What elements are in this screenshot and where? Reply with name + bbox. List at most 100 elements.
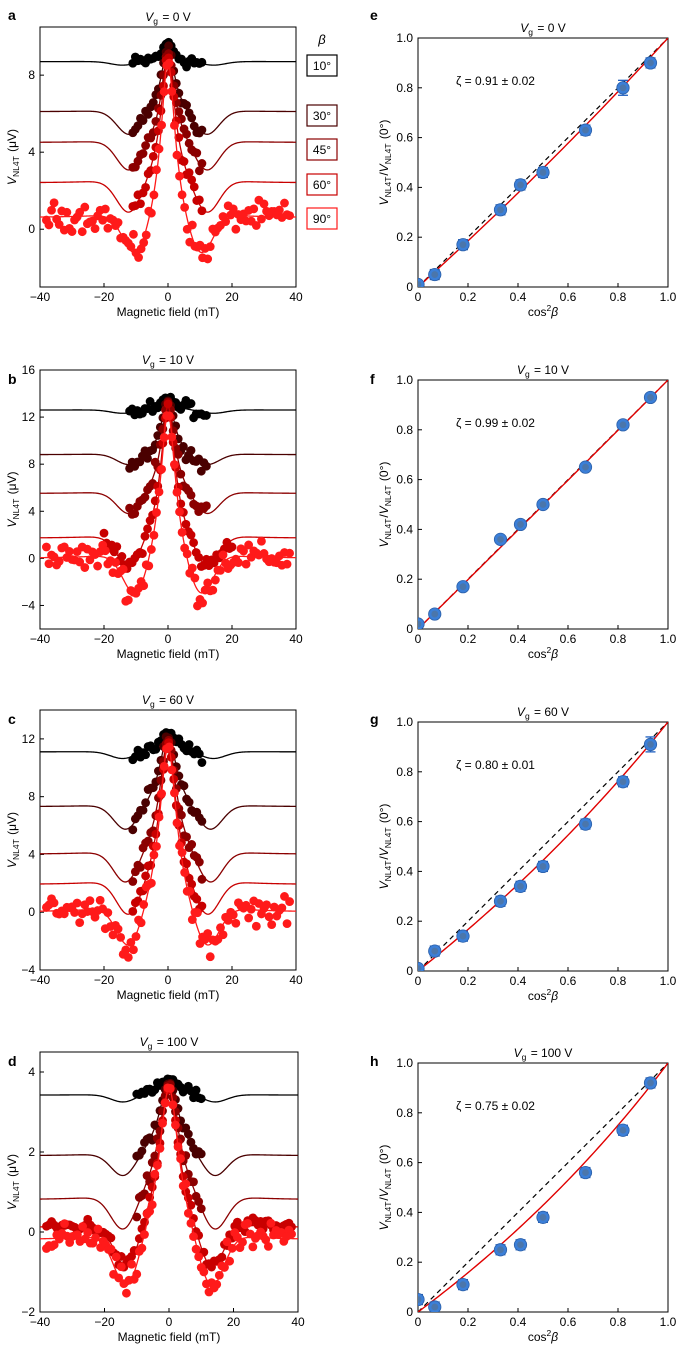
- panel-title: Vg = 100 V: [140, 1035, 199, 1051]
- data-point: [177, 527, 187, 537]
- data-point: [129, 229, 138, 239]
- data-point: [536, 859, 550, 874]
- legend-box: [306, 138, 338, 161]
- zeta-annotation: ζ = 0.75 ± 0.02: [456, 1099, 535, 1113]
- data-point: [103, 908, 113, 918]
- data-point: [168, 1100, 178, 1110]
- y-tick-label: 0: [28, 905, 35, 919]
- data-point: [220, 1263, 229, 1272]
- data-point: [244, 913, 254, 923]
- y-tick-label: 0: [28, 222, 35, 236]
- data-point: [171, 1120, 180, 1130]
- data-point: [643, 1076, 658, 1090]
- y-tick-label: 0.2: [396, 230, 413, 244]
- data-point: [154, 487, 164, 497]
- marker-core: [647, 394, 654, 401]
- data-point: [277, 903, 287, 913]
- data-point: [493, 894, 508, 908]
- marker-core: [619, 778, 627, 786]
- data-point: [171, 801, 181, 810]
- x-tick-label: 0.2: [460, 1315, 477, 1329]
- x-tick-label: 1.0: [660, 290, 677, 304]
- data-point: [157, 120, 167, 130]
- data-point: [456, 238, 470, 252]
- y-tick-label: 0.6: [396, 131, 413, 145]
- data-point: [197, 206, 207, 216]
- legend-entry: 90°: [306, 207, 338, 230]
- data-point: [266, 1218, 276, 1228]
- x-tick-label: 0: [415, 632, 422, 646]
- data-point: [140, 1230, 149, 1239]
- x-tick-label: 40: [289, 290, 303, 304]
- legend-box: [306, 54, 338, 77]
- data-point: [123, 952, 133, 962]
- data-point: [99, 528, 109, 538]
- y-tick-label: 8: [28, 68, 35, 82]
- data-point: [180, 202, 190, 212]
- data-point: [143, 453, 152, 463]
- series-90°: [40, 58, 296, 264]
- data-point: [177, 848, 187, 857]
- data-point: [126, 242, 136, 252]
- x-tick-label: −20: [94, 1315, 115, 1329]
- data-point: [251, 221, 261, 230]
- x-tick-label: −20: [94, 290, 115, 304]
- data-point: [177, 190, 187, 200]
- marker-core: [647, 741, 654, 748]
- data-point: [176, 469, 186, 479]
- x-tick-label: −40: [30, 290, 51, 304]
- data-point: [160, 1098, 170, 1108]
- y-tick-label: 0: [406, 622, 413, 636]
- data-point: [173, 449, 183, 459]
- panel-title: Vg = 0 V: [520, 21, 565, 37]
- data-point: [259, 199, 269, 209]
- data-point: [493, 1243, 508, 1257]
- data-point: [164, 742, 174, 752]
- data-point: [116, 1262, 126, 1272]
- data-point: [175, 171, 184, 181]
- panel-title: Vg = 0 V: [145, 10, 190, 26]
- x-tick-label: 0.2: [460, 632, 477, 646]
- data-point: [189, 1232, 198, 1241]
- data-point: [77, 227, 87, 237]
- data-point: [150, 1169, 160, 1179]
- y-tick-label: 12: [22, 410, 36, 424]
- data-point: [182, 549, 192, 559]
- data-point: [202, 411, 211, 420]
- data-point: [154, 812, 164, 822]
- marker-core: [539, 501, 547, 508]
- data-point: [54, 556, 64, 566]
- data-point: [234, 558, 243, 568]
- x-tick-label: −40: [30, 1315, 51, 1329]
- data-point: [85, 896, 95, 906]
- data-point: [128, 906, 138, 916]
- data-point: [128, 825, 138, 835]
- marker-core: [459, 583, 467, 591]
- y-tick-label: 0.8: [396, 1106, 413, 1120]
- axes-frame: [417, 37, 669, 288]
- y-tick-label: 4: [28, 1065, 35, 1079]
- data-point: [643, 736, 658, 753]
- x-tick-label: 0.4: [510, 974, 527, 988]
- x-tick-label: 1.0: [660, 632, 677, 646]
- data-point: [187, 175, 197, 185]
- plot-area: [40, 37, 296, 264]
- y-axis-label: VNL4T (μV): [5, 129, 21, 185]
- data-point: [164, 41, 174, 51]
- x-tick-label: 0: [165, 290, 172, 304]
- series-90°: [40, 1083, 298, 1298]
- data-point: [65, 547, 74, 556]
- data-point: [42, 542, 51, 552]
- data-point: [47, 205, 56, 215]
- data-point: [186, 1200, 196, 1210]
- reference-line: [418, 722, 668, 971]
- data-point: [183, 1208, 193, 1218]
- data-point: [186, 530, 196, 540]
- data-point: [187, 220, 197, 230]
- data-point: [138, 149, 148, 158]
- data-point: [257, 214, 266, 224]
- data-point: [83, 1228, 93, 1237]
- y-tick-label: 0.6: [396, 815, 413, 829]
- data-point: [218, 550, 228, 560]
